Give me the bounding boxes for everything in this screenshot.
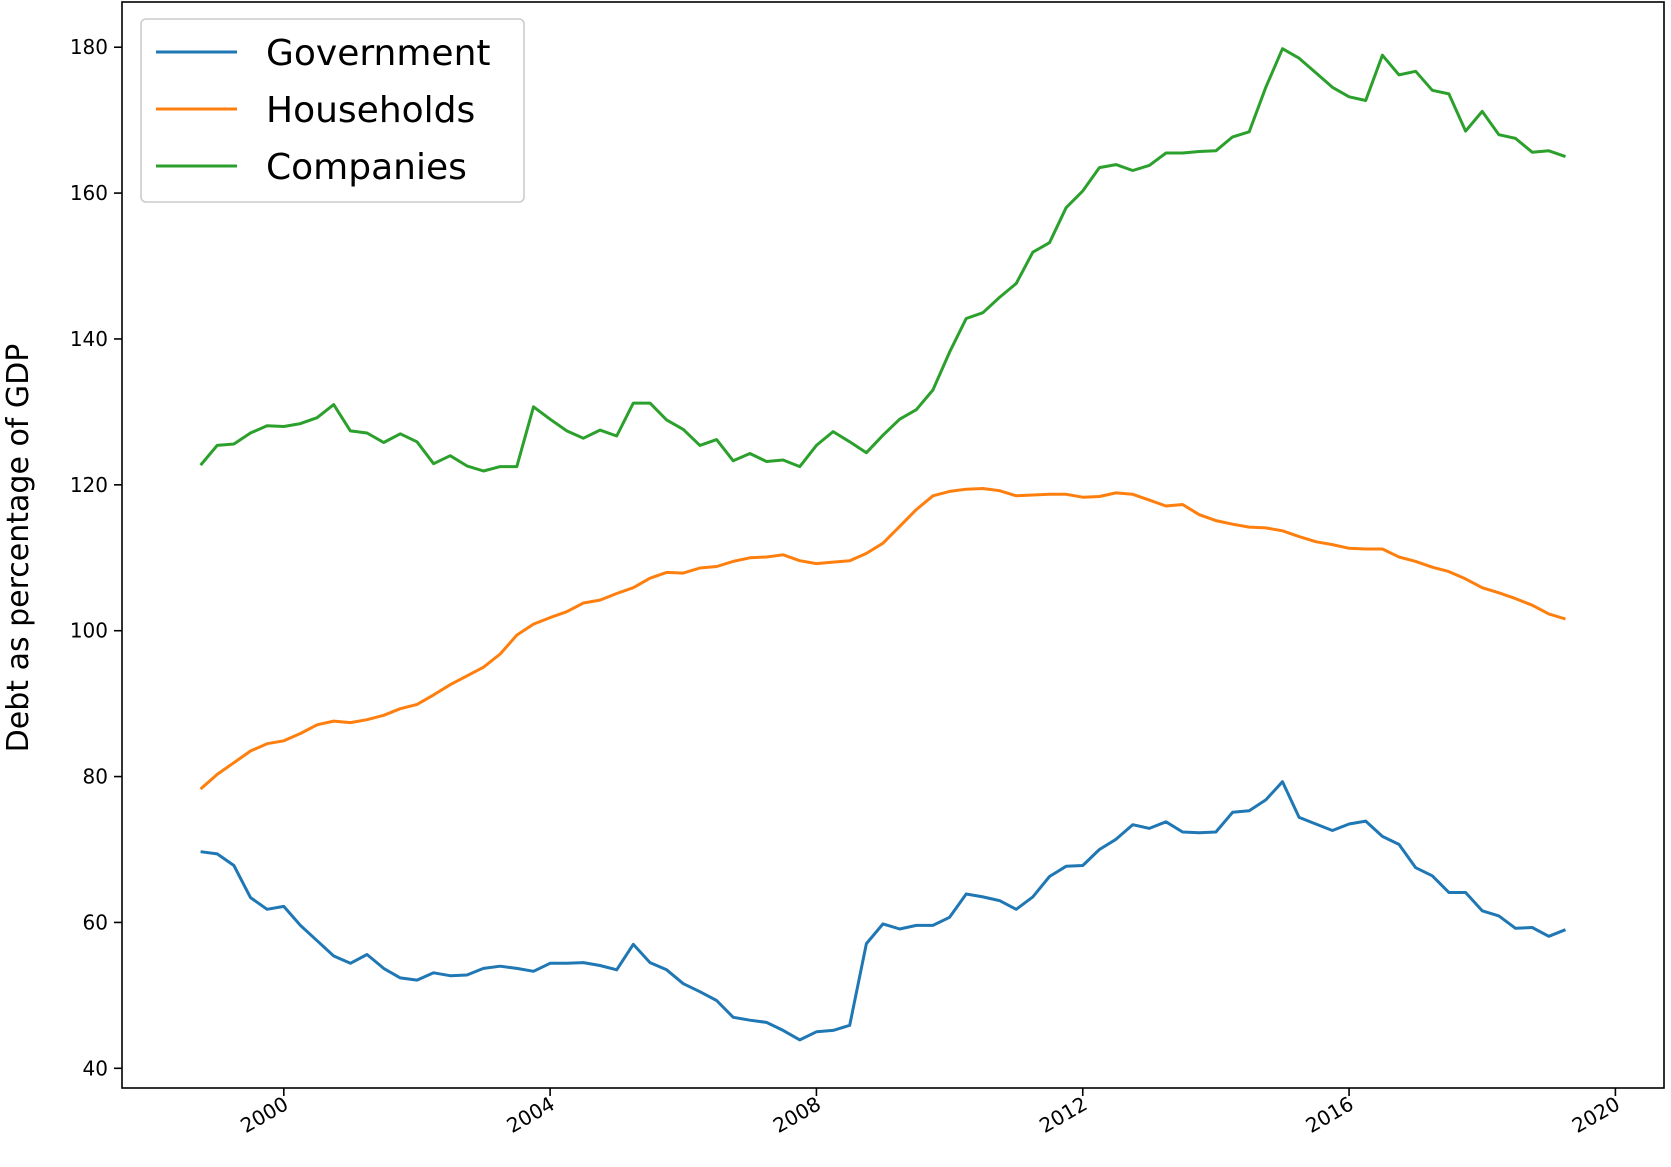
y-tick-label: 160 bbox=[70, 181, 108, 205]
series-line-government bbox=[200, 780, 1567, 1042]
legend-label-companies: Companies bbox=[266, 147, 467, 188]
y-tick-label: 140 bbox=[70, 327, 108, 351]
y-tick-label: 80 bbox=[83, 765, 108, 789]
y-tick-label: 100 bbox=[70, 619, 108, 643]
y-tick-label: 180 bbox=[70, 35, 108, 59]
series-layer bbox=[199, 47, 1567, 1042]
legend-box bbox=[140, 18, 525, 203]
legend-label-households: Households bbox=[266, 90, 475, 131]
y-tick-label: 60 bbox=[83, 910, 108, 934]
plot-frame bbox=[121, 1, 1665, 1089]
series-line-companies bbox=[199, 47, 1566, 473]
series-line-households bbox=[199, 487, 1566, 791]
y-axis-label: Debt as percentage of GDP bbox=[1, 344, 36, 753]
legend-label-government: Government bbox=[266, 33, 491, 74]
y-tick-label: 120 bbox=[70, 473, 108, 497]
legend: Government Households Companies bbox=[140, 18, 525, 203]
y-tick-label: 40 bbox=[83, 1056, 108, 1080]
y-axis: 40 60 80 100 120 140 160 180 bbox=[70, 35, 122, 1080]
